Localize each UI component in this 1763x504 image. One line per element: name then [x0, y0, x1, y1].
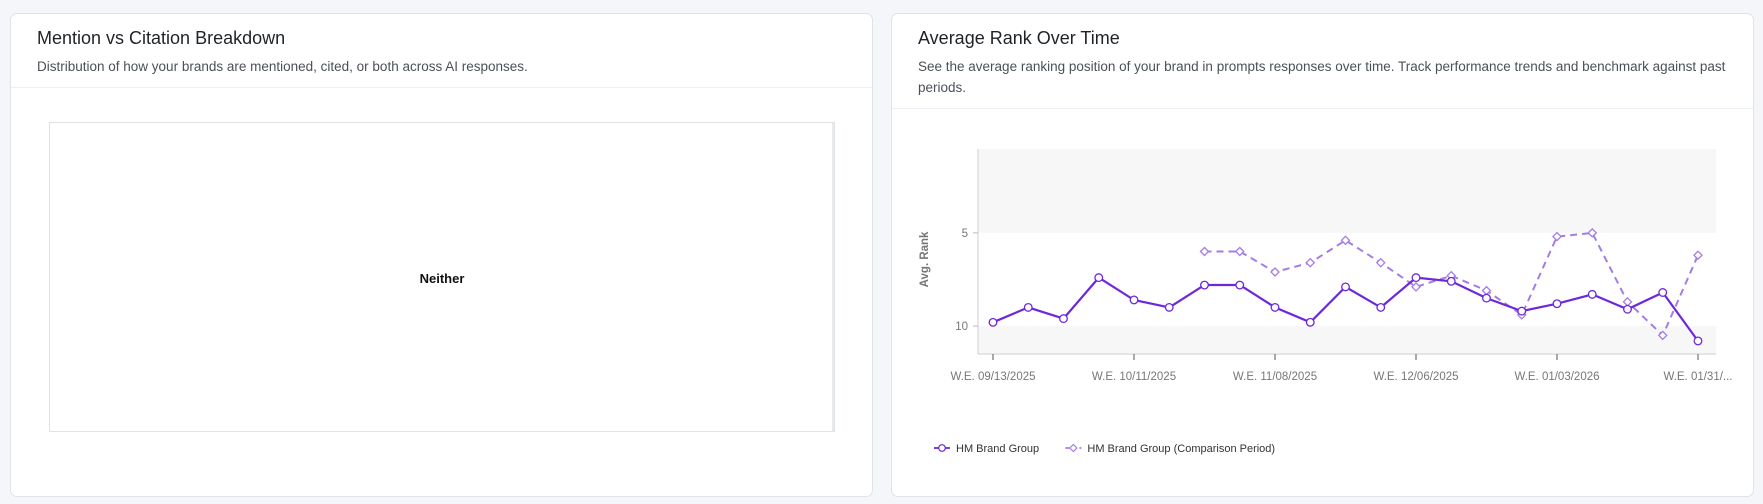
- data-point-s1-6: [1199, 246, 1210, 257]
- mention-citation-card: Mention vs Citation Breakdown Distributi…: [10, 13, 873, 497]
- x-tick-label-2: W.E. 11/08/2025: [1233, 371, 1317, 383]
- data-point-s0-17: [1587, 289, 1597, 299]
- average-rank-description: See the average ranking position of your…: [918, 59, 1726, 95]
- data-point-s0-12: [1411, 273, 1421, 283]
- data-point-s0-18: [1623, 304, 1632, 314]
- data-point-s1-19: [1657, 330, 1668, 341]
- data-point-s0-4: [1129, 295, 1139, 305]
- data-point-s0-20: [1693, 336, 1703, 346]
- legend-marker-0: [938, 444, 946, 452]
- data-point-s1-11: [1375, 257, 1386, 268]
- y-tick-label-10: 10: [955, 321, 968, 333]
- data-point-s0-3: [1094, 273, 1104, 283]
- x-tick-label-4: W.E. 01/03/2026: [1514, 371, 1599, 383]
- y-axis-label: Avg. Rank: [919, 231, 931, 287]
- mention-citation-header: Mention vs Citation Breakdown Distributi…: [11, 14, 872, 88]
- legend-label-0: HM Brand Group: [956, 443, 1039, 455]
- data-point-s1-9: [1305, 257, 1316, 268]
- data-point-s0-8: [1270, 302, 1280, 312]
- x-tick-label-5: W.E. 01/31/...: [1663, 371, 1732, 383]
- average-rank-chart[interactable]: 5 10 Avg. Rank W.E. 09/13/2025 W.E. 10/11/20…: [892, 14, 1753, 496]
- series-line-1: [1204, 231, 1699, 338]
- data-point-s0-15: [1517, 306, 1527, 316]
- breakdown-chart-area[interactable]: Neither: [49, 122, 835, 432]
- mention-citation-title: Mention vs Citation Breakdown: [37, 28, 286, 48]
- data-point-s1-10: [1340, 235, 1351, 246]
- shaded-band-0: [978, 149, 1716, 233]
- data-point-s1-20: [1693, 250, 1703, 261]
- x-tick-label-3: W.E. 12/06/2025: [1373, 371, 1458, 383]
- legend-item-0[interactable]: HM Brand Group: [934, 443, 1039, 455]
- mention-citation-description: Distribution of how your brands are ment…: [37, 59, 528, 74]
- x-tick-label-0: W.E. 09/13/2025: [950, 371, 1035, 383]
- data-point-s0-13: [1446, 276, 1456, 286]
- data-point-s1-17: [1587, 227, 1598, 238]
- breakdown-segment-label: Neither: [419, 271, 465, 286]
- data-point-s1-16: [1552, 231, 1562, 242]
- data-point-s0-6: [1200, 280, 1209, 290]
- data-point-s0-11: [1376, 302, 1386, 312]
- average-rank-header: Average Rank Over Time See the average r…: [892, 14, 1753, 109]
- data-point-s0-10: [1341, 282, 1350, 292]
- data-point-s0-19: [1658, 288, 1668, 297]
- data-point-s1-8: [1270, 267, 1280, 277]
- data-point-s0-9: [1305, 317, 1315, 327]
- legend-label-1: HM Brand Group (Comparison Period): [1087, 443, 1275, 455]
- legend-marker-1: [1069, 443, 1078, 453]
- data-point-s0-1: [1023, 302, 1033, 312]
- data-point-s0-5: [1164, 302, 1174, 312]
- average-rank-title: Average Rank Over Time: [918, 28, 1120, 48]
- y-tick-label-5: 5: [962, 228, 968, 240]
- data-point-s0-7: [1235, 280, 1245, 290]
- data-point-s0-14: [1482, 293, 1491, 303]
- data-point-s1-7: [1234, 246, 1245, 257]
- data-point-s1-12: [1411, 281, 1421, 292]
- data-point-s0-16: [1552, 299, 1562, 309]
- data-point-s0-2: [1059, 314, 1068, 324]
- data-point-s0-0: [988, 317, 998, 327]
- legend-item-1[interactable]: HM Brand Group (Comparison Period): [1065, 443, 1275, 455]
- shaded-band-1: [978, 326, 1716, 354]
- average-rank-card: Average Rank Over Time See the average r…: [891, 13, 1754, 497]
- x-tick-label-1: W.E. 10/11/2025: [1092, 371, 1176, 383]
